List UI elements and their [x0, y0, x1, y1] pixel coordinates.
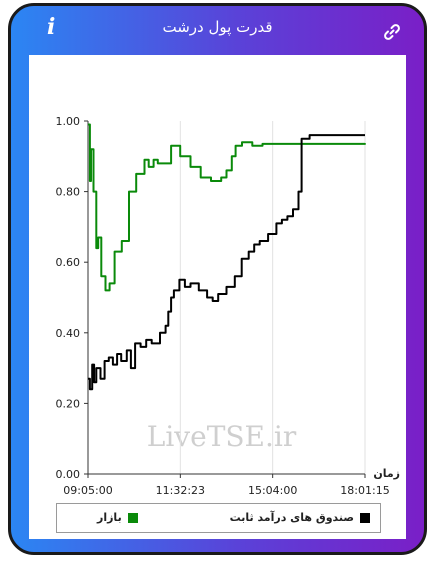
x-axis-label: زمان: [373, 467, 400, 480]
legend-label-fixed-income: صندوق های درآمد ثابت: [229, 511, 354, 524]
link-icon[interactable]: [382, 22, 402, 42]
legend-item-fixed-income: صندوق های درآمد ثابت: [230, 511, 370, 524]
y-tick-label: 0.40: [56, 327, 81, 340]
legend-item-market: بازار: [97, 511, 138, 524]
x-tick-label: 18:01:15: [340, 484, 389, 497]
header: i قدرت پول درشت: [11, 6, 424, 52]
y-tick-label: 0.80: [56, 186, 81, 199]
x-tick-label: 11:32:23: [156, 484, 205, 497]
y-tick-label: 0.00: [56, 468, 81, 481]
chart-panel: LiveTSE.ir 0.00 0.20 0.40 0.60 0.80 1.00 09:05:…: [29, 55, 406, 539]
chart-legend: صندوق های درآمد ثابت بازار: [56, 503, 381, 533]
legend-swatch-market: [127, 512, 138, 523]
y-tick-label: 0.20: [56, 397, 81, 410]
y-tick-label: 1.00: [56, 115, 81, 128]
info-icon[interactable]: i: [47, 14, 56, 40]
line-chart: LiveTSE.ir 0.00 0.20 0.40 0.60 0.80 1.00 09:05:…: [56, 115, 401, 497]
legend-swatch-fixed-income: [360, 512, 370, 523]
watermark: LiveTSE.ir: [147, 420, 297, 453]
legend-label-market: بازار: [97, 511, 122, 524]
x-tick-label: 15:04:00: [248, 484, 297, 497]
page-title: قدرت پول درشت: [162, 18, 273, 36]
series-line-fixed-income: [88, 134, 365, 391]
app-frame: i قدرت پول درشت LiveTSE.ir 0.00 0.20 0.40 0.…: [8, 3, 427, 555]
y-tick-label: 0.60: [56, 256, 81, 269]
series-line-market: [88, 123, 366, 292]
x-tick-label: 09:05:00: [63, 484, 112, 497]
